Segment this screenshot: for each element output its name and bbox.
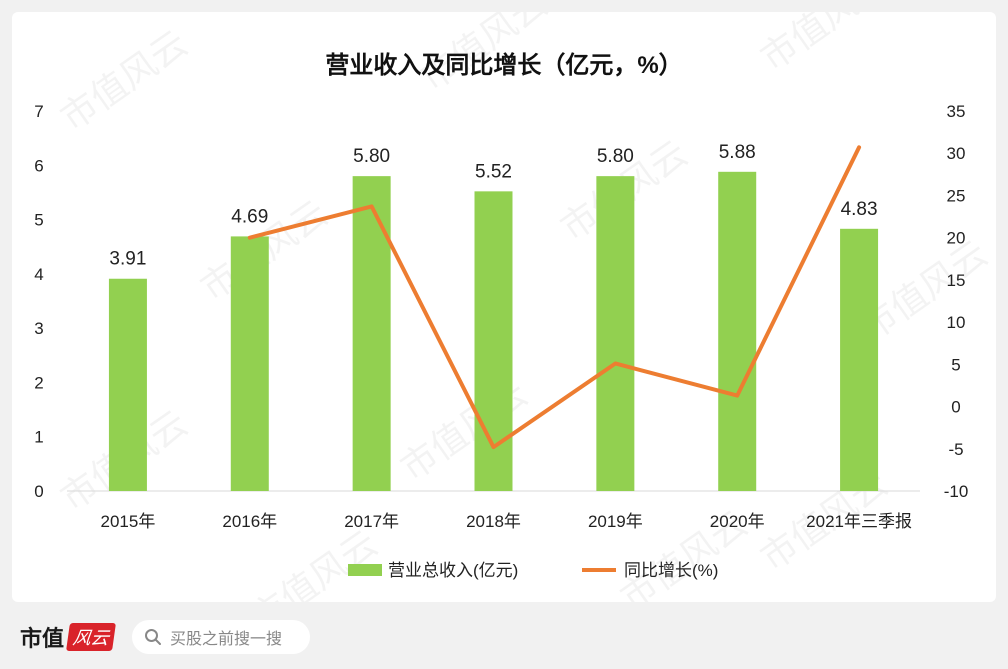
logo-script-mark: 风云	[66, 623, 116, 651]
left-y-tick-label: 2	[34, 373, 43, 392]
bar-data-label: 5.80	[353, 146, 390, 167]
x-tick-label: 2016年	[222, 512, 277, 531]
line-series	[247, 145, 862, 450]
bar-series	[108, 171, 879, 492]
right-y-axis: -10 -5 0 5 10 15 20 25 30 35	[944, 102, 969, 501]
search-input[interactable]: 买股之前搜一搜	[132, 620, 310, 654]
footer-bar: 市值 风云 买股之前搜一搜	[0, 614, 1008, 669]
right-y-tick-label: 15	[947, 271, 966, 290]
x-tick-label: 2021年三季报	[806, 512, 912, 531]
right-y-tick-label: 35	[947, 102, 966, 121]
brand-logo: 市值 风云	[20, 622, 116, 652]
left-y-tick-label: 3	[34, 319, 43, 338]
bar-data-label: 4.83	[841, 199, 878, 220]
bar-data-label: 4.69	[231, 206, 268, 227]
growth-line	[247, 145, 862, 450]
left-y-tick-label: 7	[34, 102, 43, 121]
bar	[108, 278, 147, 491]
bar-data-label: 3.91	[109, 249, 146, 270]
search-icon	[145, 629, 161, 645]
x-tick-label: 2018年	[466, 512, 521, 531]
chart-card: 市值风云市值风云市值风云市值风云市值风云市值风云市值风云市值风云市值风云市值风云…	[12, 12, 996, 602]
left-y-tick-label: 0	[34, 482, 43, 501]
bar-data-labels: 3.91 4.69 5.80 5.52 5.80 5.88 4.83	[109, 142, 877, 270]
left-y-tick-label: 1	[34, 428, 43, 447]
left-y-axis: 0 1 2 3 4 5 6 7	[34, 102, 43, 501]
left-y-tick-label: 6	[34, 156, 43, 175]
right-y-tick-label: 10	[947, 313, 966, 332]
x-tick-label: 2015年	[101, 512, 156, 531]
x-tick-label: 2017年	[344, 512, 399, 531]
bar	[352, 176, 391, 491]
right-y-tick-label: 5	[951, 355, 960, 374]
x-tick-label: 2020年	[710, 512, 765, 531]
right-y-tick-label: 20	[947, 229, 966, 248]
left-y-tick-label: 4	[34, 265, 43, 284]
x-axis: 2015年 2016年 2017年 2018年 2019年 2020年 2021年三季报	[101, 512, 912, 531]
right-y-tick-label: 0	[951, 398, 960, 417]
bar-data-label: 5.80	[597, 146, 634, 167]
chart-title: 营业收入及同比增长（亿元，%）	[325, 51, 682, 79]
chart: 市值风云市值风云市值风云市值风云市值风云市值风云市值风云市值风云市值风云市值风云…	[34, 12, 995, 602]
x-tick-label: 2019年	[588, 512, 643, 531]
legend: 营业总收入(亿元) 同比增长(%)	[348, 561, 718, 580]
legend-label-revenue: 营业总收入(亿元)	[388, 561, 518, 580]
bar	[718, 171, 757, 492]
bar-data-label: 5.52	[475, 161, 512, 182]
bar-data-label: 5.88	[719, 142, 756, 163]
search-placeholder: 买股之前搜一搜	[170, 631, 283, 648]
right-y-tick-label: 30	[947, 144, 966, 163]
left-y-tick-label: 5	[34, 211, 43, 230]
bar	[596, 176, 635, 491]
bar	[840, 228, 879, 492]
legend-swatch-revenue	[348, 564, 382, 576]
bar	[474, 191, 513, 492]
right-y-tick-label: -5	[948, 440, 963, 459]
right-y-tick-label: -10	[944, 482, 969, 501]
legend-label-growth: 同比增长(%)	[624, 561, 718, 580]
bar	[230, 236, 269, 491]
logo-text: 市值	[20, 626, 65, 652]
right-y-tick-label: 25	[947, 186, 966, 205]
